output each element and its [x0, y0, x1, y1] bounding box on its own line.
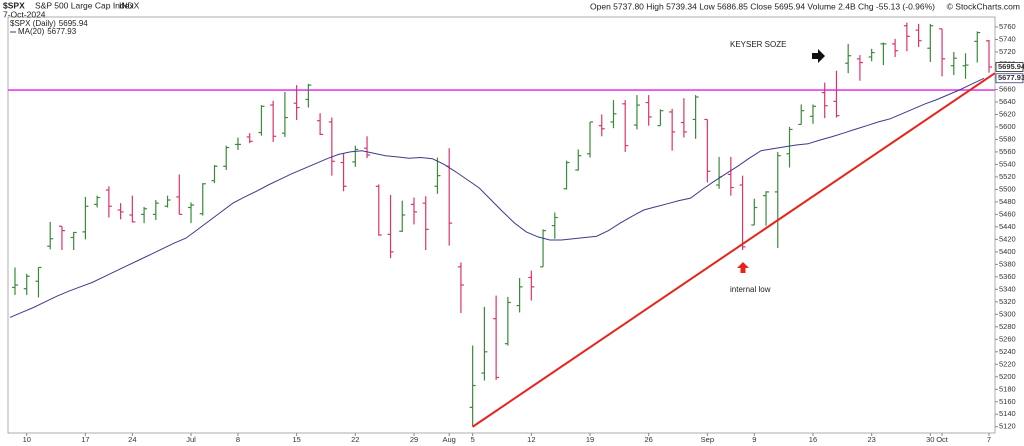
legend-entry: MA(20) 5677.93 [18, 27, 77, 36]
y-tick-label: 5300 [999, 309, 1016, 318]
x-tick-label: 7 [987, 435, 991, 444]
x-tick-label: 30 [926, 435, 934, 444]
y-tick-label: 5200 [999, 372, 1016, 381]
x-tick-label: Sep [701, 435, 714, 444]
y-tick-label: 5400 [999, 247, 1016, 256]
x-tick-label: 26 [645, 435, 653, 444]
y-tick-label: 5180 [999, 384, 1016, 393]
y-tick-label: 5360 [999, 272, 1016, 281]
y-tick-label: 5280 [999, 322, 1016, 331]
y-tick-label: 5340 [999, 284, 1016, 293]
y-tick-label: 5660 [999, 84, 1016, 93]
x-tick-label: 19 [586, 435, 594, 444]
y-tick-label: 5720 [999, 47, 1016, 56]
y-tick-label: 5160 [999, 397, 1016, 406]
y-tick-label: 5240 [999, 347, 1016, 356]
y-tick-label: 5540 [999, 159, 1016, 168]
exchange: INDX [119, 0, 140, 10]
date: 7-Oct-2024 [3, 9, 46, 19]
legend-entry: $SPX (Daily) 5695.94 [10, 19, 88, 28]
legend-value: 5677.93 [47, 27, 76, 36]
x-tick-label: Oct [936, 435, 949, 444]
legend-name: MA(20) [18, 27, 45, 36]
y-tick-label: 5500 [999, 184, 1016, 193]
y-tick-label: 5520 [999, 172, 1016, 181]
plot-frame [7, 16, 996, 434]
price-tag-box [995, 73, 1024, 84]
y-tick-label: 5380 [999, 259, 1016, 268]
x-tick-label: 16 [809, 435, 817, 444]
y-tick-label: 5600 [999, 122, 1016, 131]
x-tick-label: 15 [292, 435, 300, 444]
y-tick-label: 5640 [999, 97, 1016, 106]
price-tag: 5677.93 [998, 73, 1024, 82]
x-tick-label: 22 [351, 435, 359, 444]
y-tick-label: 5480 [999, 197, 1016, 206]
trendline [472, 72, 996, 428]
y-tick-label: 5320 [999, 297, 1016, 306]
x-tick-label: 23 [867, 435, 875, 444]
y-tick-label: 5620 [999, 109, 1016, 118]
x-tick-label: Jul [186, 435, 196, 444]
y-tick-label: 5140 [999, 409, 1016, 418]
y-tick-label: 5260 [999, 334, 1016, 343]
stats: Open 5737.80 High 5739.34 Low 5686.85 Cl… [590, 1, 935, 11]
x-tick-label: Aug [443, 435, 456, 444]
y-tick-label: 5220 [999, 359, 1016, 368]
x-tick-label: 17 [81, 435, 89, 444]
y-tick-label: 5120 [999, 422, 1016, 431]
x-tick-label: 10 [23, 435, 31, 444]
y-tick-label: 5740 [999, 34, 1016, 43]
legend-value: 5695.94 [59, 19, 88, 28]
y-tick-label: 5760 [999, 22, 1016, 31]
title: S&P 500 Large Cap Index [35, 0, 134, 10]
x-tick-label: 9 [752, 435, 756, 444]
y-tick-label: 5420 [999, 234, 1016, 243]
x-tick-label: 8 [236, 435, 240, 444]
symbol: $SPX [3, 0, 25, 10]
y-tick-label: 5440 [999, 222, 1016, 231]
price-tag: 5695.94 [998, 62, 1024, 71]
y-tick-label: 5580 [999, 134, 1016, 143]
y-tick-label: 5460 [999, 209, 1016, 218]
credit: © StockCharts.com [947, 1, 1020, 11]
x-tick-label: 12 [527, 435, 535, 444]
x-tick-label: 24 [128, 435, 136, 444]
arrow [737, 262, 749, 273]
annotation: KEYSER SOZE [730, 40, 786, 49]
moving-average [9, 77, 985, 318]
price-tag-box [995, 62, 1024, 72]
x-tick-label: 5 [471, 435, 475, 444]
arrow [812, 49, 825, 63]
legend-name: $SPX (Daily) [10, 19, 56, 28]
annotation: internal low [730, 285, 771, 294]
y-tick-label: 5560 [999, 147, 1016, 156]
x-tick-label: 29 [410, 435, 418, 444]
